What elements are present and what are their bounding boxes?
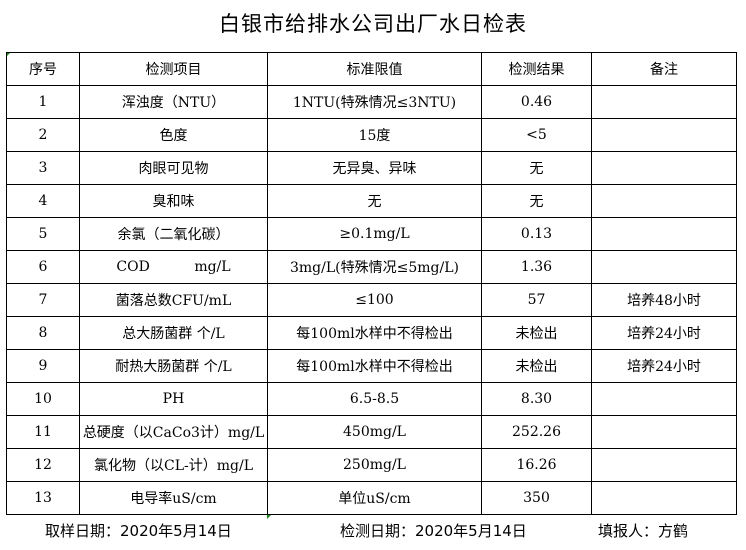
remark	[591, 85, 737, 119]
table-row: 1 浑浊度（NTU） 1NTU(特殊情况≤3NTU) 0.46	[6, 85, 737, 119]
sample-date: 取样日期：2020年5月14日	[45, 522, 232, 540]
page-title: 白银市给排水公司出厂水日检表	[219, 12, 527, 36]
test-item: 总硬度（以CaCo3计）mg/L	[79, 415, 268, 449]
test-result: 无	[481, 151, 592, 185]
remark	[591, 250, 737, 284]
standard-limit: 250mg/L	[267, 448, 482, 482]
remark	[591, 184, 737, 218]
row-number: 9	[6, 349, 80, 383]
table-row: 12 氯化物（以CL-计）mg/L 250mg/L 16.26	[6, 448, 737, 482]
standard-limit: 450mg/L	[267, 415, 482, 449]
test-result: <5	[481, 118, 592, 152]
row-number: 2	[6, 118, 80, 152]
test-result: 未检出	[481, 316, 592, 350]
table-row: 11 总硬度（以CaCo3计）mg/L 450mg/L 252.26	[6, 415, 737, 449]
table-row: 6 COD mg/L 3mg/L(特殊情况≤5mg/L) 1.36	[6, 250, 737, 284]
row-number: 3	[6, 151, 80, 185]
test-result: 0.13	[481, 217, 592, 251]
remark: 培养24小时	[591, 316, 737, 350]
table-row: 13 电导率uS/cm 单位uS/cm 350	[6, 481, 737, 515]
row-number: 10	[6, 382, 80, 416]
reporter: 填报人：方鹤	[598, 522, 689, 540]
remark: 培养48小时	[591, 283, 737, 317]
standard-limit: 无	[267, 184, 482, 218]
row-number: 6	[6, 250, 80, 284]
row-number: 5	[6, 217, 80, 251]
test-result: 无	[481, 184, 592, 218]
standard-limit: 无异臭、异味	[267, 151, 482, 185]
header-cell: 检测项目	[79, 52, 268, 86]
remark	[591, 118, 737, 152]
row-number: 12	[6, 448, 80, 482]
standard-limit: 3mg/L(特殊情况≤5mg/L)	[267, 250, 482, 284]
remark	[591, 448, 737, 482]
table-row: 10 PH 6.5-8.5 8.30	[6, 382, 737, 416]
row-number: 4	[6, 184, 80, 218]
remark	[591, 382, 737, 416]
test-result: 16.26	[481, 448, 592, 482]
remark	[591, 151, 737, 185]
row-number: 13	[6, 481, 80, 515]
test-item: 氯化物（以CL-计）mg/L	[79, 448, 268, 482]
test-result: 1.36	[481, 250, 592, 284]
cell-marker	[267, 514, 272, 519]
test-item: 电导率uS/cm	[79, 481, 268, 515]
standard-limit: 单位uS/cm	[267, 481, 482, 515]
test-result: 0.46	[481, 85, 592, 119]
header-cell: 标准限值	[267, 52, 482, 86]
remark	[591, 415, 737, 449]
test-item: COD mg/L	[79, 250, 268, 284]
table-row: 5 余氯（二氧化碳） ≥0.1mg/L 0.13	[6, 217, 737, 251]
test-item: 肉眼可见物	[79, 151, 268, 185]
test-result: 8.30	[481, 382, 592, 416]
test-item: 耐热大肠菌群 个/L	[79, 349, 268, 383]
test-result: 未检出	[481, 349, 592, 383]
test-item: 余氯（二氧化碳）	[79, 217, 268, 251]
row-number: 7	[6, 283, 80, 317]
standard-limit: 每100ml水样中不得检出	[267, 316, 482, 350]
test-result: 57	[481, 283, 592, 317]
remark: 培养24小时	[591, 349, 737, 383]
test-item: PH	[79, 382, 268, 416]
test-item: 总大肠菌群 个/L	[79, 316, 268, 350]
table-row: 4 臭和味无无	[6, 184, 737, 218]
remark	[591, 481, 737, 515]
table-row: 3 肉眼可见物 无异臭、异味无	[6, 151, 737, 185]
table-row: 8 总大肠菌群 个/L 每100ml水样中不得检出 未检出 培养24小时	[6, 316, 737, 350]
test-result: 350	[481, 481, 592, 515]
standard-limit: 6.5-8.5	[267, 382, 482, 416]
test-item: 浑浊度（NTU）	[79, 85, 268, 119]
test-item: 色度	[79, 118, 268, 152]
header-cell: 序号	[6, 52, 80, 86]
test-item: 菌落总数CFU/mL	[79, 283, 268, 317]
standard-limit: ≤100	[267, 283, 482, 317]
remark	[591, 217, 737, 251]
header-cell: 检测结果	[481, 52, 592, 86]
row-number: 1	[6, 85, 80, 119]
table-row: 7 菌落总数CFU/mL ≤100 57 培养48小时	[6, 283, 737, 317]
table-row: 9 耐热大肠菌群 个/L 每100ml水样中不得检出 未检出 培养24小时	[6, 349, 737, 383]
standard-limit: 1NTU(特殊情况≤3NTU)	[267, 85, 482, 119]
standard-limit: ≥0.1mg/L	[267, 217, 482, 251]
table-row: 2 色度 15度 <5	[6, 118, 737, 152]
standard-limit: 15度	[267, 118, 482, 152]
test-item: 臭和味	[79, 184, 268, 218]
standard-limit: 每100ml水样中不得检出	[267, 349, 482, 383]
inspection-table: 序号 检测项目 标准限值 检测结果 备注 1 浑浊度（NTU） 1NTU(特殊情况≤…	[6, 52, 737, 515]
header-cell: 备注	[591, 52, 737, 86]
test-result: 252.26	[481, 415, 592, 449]
row-number: 11	[6, 415, 80, 449]
test-date: 检测日期：2020年5月14日	[340, 522, 527, 540]
header-row: 序号 检测项目 标准限值 检测结果 备注	[6, 52, 737, 86]
row-number: 8	[6, 316, 80, 350]
